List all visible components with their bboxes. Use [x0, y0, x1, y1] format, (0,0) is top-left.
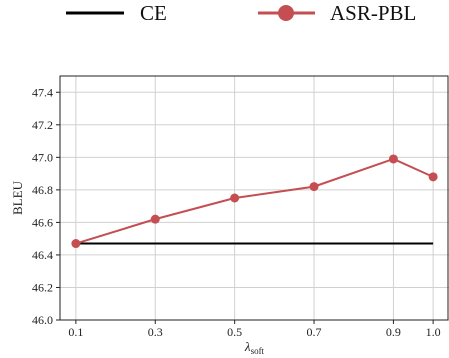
x-tick-label: 0.5 — [227, 325, 242, 339]
y-tick-label: 46.0 — [32, 313, 53, 327]
point-asr-pbl — [150, 214, 160, 224]
y-tick-labels: 46.0 46.2 46.4 46.6 46.8 47.0 47.2 47.4 — [32, 85, 60, 327]
y-tick-label: 47.0 — [32, 150, 53, 164]
x-axis-label-symbol: λ — [244, 339, 251, 354]
x-tick-label: 0.1 — [68, 325, 83, 339]
point-asr-pbl — [428, 172, 438, 182]
legend-asr-pbl-label: ASR-PBL — [330, 1, 416, 25]
point-asr-pbl — [230, 193, 240, 203]
y-tick-label: 46.8 — [32, 183, 53, 197]
x-tick-label: 0.7 — [307, 325, 322, 339]
y-axis-label: BLEU — [10, 180, 25, 215]
point-asr-pbl — [71, 239, 81, 249]
x-tick-label: 0.9 — [386, 325, 401, 339]
y-tick-label: 46.6 — [32, 215, 53, 229]
point-asr-pbl — [388, 154, 398, 164]
series-line-asr-pbl — [75, 157, 434, 245]
x-axis-label: λsoft — [244, 339, 265, 356]
legend-ce-label: CE — [140, 1, 167, 25]
x-tick-label: 1.0 — [426, 325, 441, 339]
grid — [60, 76, 449, 321]
y-tick-label: 46.2 — [32, 280, 53, 294]
plot-frame — [59, 75, 449, 321]
series-layer — [71, 154, 438, 249]
y-tick-label: 47.4 — [32, 85, 53, 99]
x-tick-labels: 0.1 0.3 0.5 0.7 0.9 1.0 — [68, 320, 441, 339]
point-asr-pbl — [309, 182, 319, 192]
legend-asr-pbl-marker — [278, 5, 294, 21]
legend: CE ASR-PBL — [66, 1, 416, 25]
x-axis-label-subscript: soft — [251, 346, 265, 356]
y-tick-label: 47.2 — [32, 118, 53, 132]
y-tick-label: 46.4 — [32, 248, 53, 262]
x-tick-label: 0.3 — [148, 325, 163, 339]
